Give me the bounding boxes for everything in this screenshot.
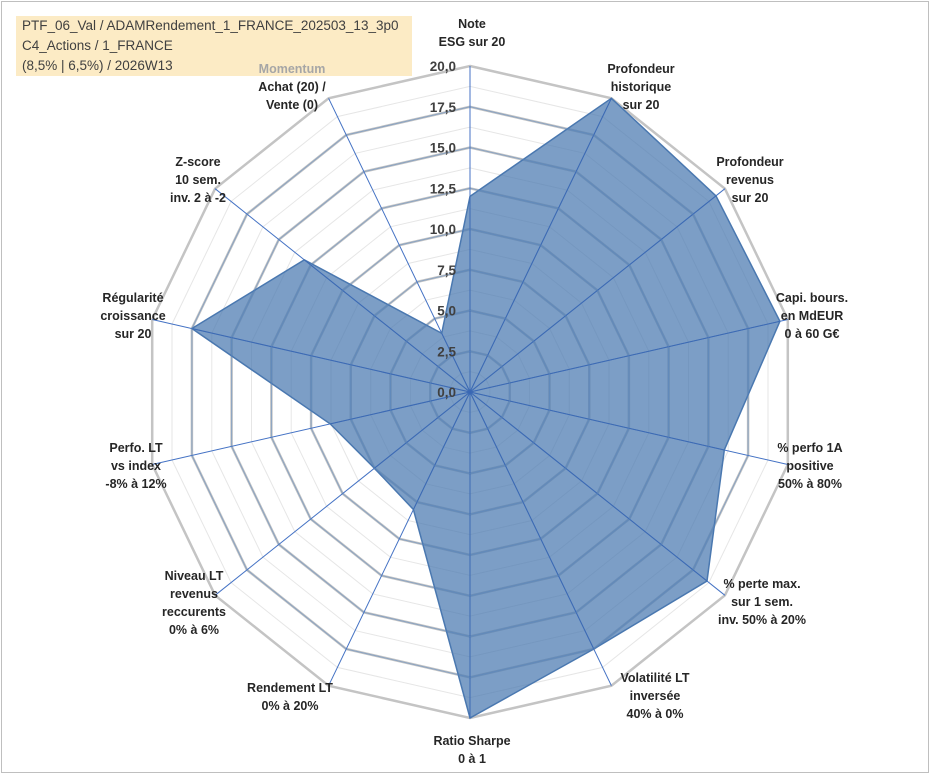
axis-label-line: sur 20 — [115, 327, 152, 341]
axis-label-line: sur 20 — [623, 98, 660, 112]
axis-label-line: Capi. bours. — [776, 291, 848, 305]
axis-label-line: positive — [786, 459, 833, 473]
axis-label-line: Momentum — [259, 62, 326, 76]
tick-label: 12,5 — [430, 181, 457, 196]
spoke-overlay — [303, 259, 471, 393]
spoke-overlay — [469, 195, 717, 393]
spoke-overlay — [469, 391, 595, 650]
axis-label-line: Niveau LT — [165, 569, 224, 583]
axis-label-line: revenus — [170, 587, 218, 601]
axis-label-regularite: Régularité croissance sur 20 — [100, 291, 165, 341]
axis-label-line: ESG sur 20 — [439, 35, 506, 49]
spoke-overlay — [412, 391, 471, 510]
axis-label-rendement: Rendement LT 0% à 20% — [247, 681, 333, 713]
axis-label-line: inv. 50% à 20% — [718, 613, 806, 627]
axis-label-capi: Capi. bours. en MdEUR 0 à 60 G€ — [776, 291, 848, 341]
axis-label-line: Perfo. LT — [109, 441, 163, 455]
portfolio-name: PTF_06_Val / ADAMRendement_1_FRANCE_2025… — [22, 18, 399, 33]
tick-label: 2,5 — [437, 344, 456, 359]
tick-label: 17,5 — [430, 100, 457, 115]
axis-labels: Note ESG sur 20 Profondeur historique sur 20… — [100, 17, 848, 766]
spoke-overlay — [441, 333, 471, 393]
axis-label-line: % perfo 1A — [777, 441, 842, 455]
axis-label-line: reccurents — [162, 605, 226, 619]
axis-label-line: Rendement LT — [247, 681, 333, 695]
axis-label-line: Profondeur — [716, 155, 783, 169]
grid-overlay — [390, 309, 550, 475]
spoke-overlay — [469, 391, 725, 451]
spoke-overlay — [191, 328, 471, 393]
axis-label-line: 0 à 60 G€ — [785, 327, 840, 341]
portfolio-info-box: PTF_06_Val / ADAMRendement_1_FRANCE_2025… — [16, 16, 412, 76]
portfolio-period: (8,5% | 6,5%) / 2026W13 — [22, 58, 173, 73]
tick-labels: 0,0 2,5 5,0 7,5 10,0 12,5 15,0 17,5 20,0 — [430, 59, 457, 400]
axis-label-line: sur 1 sem. — [731, 595, 793, 609]
axis-label-perte-max: % perte max. sur 1 sem. inv. 50% à 20% — [718, 577, 806, 627]
axis-label-prof-rev: Profondeur revenus sur 20 — [716, 155, 783, 205]
tick-label: 5,0 — [437, 304, 456, 319]
axis-label-momentum: Momentum Achat (20) / Vente (0) — [258, 62, 326, 112]
grid-overlay — [350, 269, 590, 515]
axis-label-line: croissance — [100, 309, 165, 323]
spoke-overlay — [330, 391, 471, 425]
tick-label: 0,0 — [437, 385, 456, 400]
spoke-overlay — [374, 391, 471, 469]
axis-label-line: Z-score — [175, 155, 220, 169]
axis-label-prof-hist: Profondeur historique sur 20 — [607, 62, 674, 112]
axis-label-line: -8% à 12% — [105, 477, 166, 491]
axis-label-line: 0% à 6% — [169, 623, 219, 637]
axis-label-line: inv. 2 à -2 — [170, 191, 226, 205]
spoke-overlay — [469, 320, 781, 393]
axis-label-line: Note — [458, 17, 486, 31]
axis-label-esg: Note ESG sur 20 — [439, 17, 506, 49]
axis-label-sharpe: Ratio Sharpe 0 à 1 — [433, 734, 510, 766]
axis-label-line: 50% à 80% — [778, 477, 842, 491]
axis-label-perf-1a: % perfo 1A positive 50% à 80% — [777, 441, 842, 491]
asset-class: C4_Actions / 1_FRANCE — [22, 38, 173, 53]
axis-label-line: Régularité — [102, 291, 163, 305]
grid-overlay — [270, 187, 670, 597]
axis-label-line: historique — [611, 80, 671, 94]
axis-label-niveau-rev: Niveau LT revenus reccurents 0% à 6% — [162, 569, 226, 637]
axis-label-line: 0% à 20% — [262, 699, 319, 713]
spoke-overlay — [469, 391, 708, 582]
axis-label-line: vs index — [111, 459, 161, 473]
grid-overlay — [191, 106, 749, 678]
axis-label-line: Volatilité LT — [621, 671, 690, 685]
axis-label-line: inversée — [630, 689, 681, 703]
tick-label: 15,0 — [430, 141, 456, 156]
grid-overlay — [231, 146, 709, 638]
axis-label-line: 0 à 1 — [458, 752, 486, 766]
axis-label-volatilite: Volatilité LT inversée 40% à 0% — [621, 671, 690, 721]
tick-label: 20,0 — [430, 59, 456, 74]
grid-overlay — [310, 228, 630, 556]
tick-label: 7,5 — [437, 263, 456, 278]
grid-overlay — [429, 350, 511, 434]
axis-label-perf-index: Perfo. LT vs index -8% à 12% — [105, 441, 166, 491]
axis-label-line: % perte max. — [723, 577, 800, 591]
axis-label-line: Ratio Sharpe — [433, 734, 510, 748]
axis-label-line: Profondeur — [607, 62, 674, 76]
axis-label-zscore: Z-score 10 sem. inv. 2 à -2 — [170, 155, 226, 205]
axis-label-line: 10 sem. — [175, 173, 221, 187]
axis-label-line: en MdEUR — [781, 309, 844, 323]
series-polygon — [190, 97, 781, 720]
tick-label: 10,0 — [430, 222, 456, 237]
series-area — [190, 97, 781, 720]
axis-label-line: Achat (20) / — [258, 80, 326, 94]
axis-label-line: sur 20 — [732, 191, 769, 205]
axis-label-line: 40% à 0% — [627, 707, 684, 721]
axis-label-line: revenus — [726, 173, 774, 187]
axis-label-line: Vente (0) — [266, 98, 318, 112]
